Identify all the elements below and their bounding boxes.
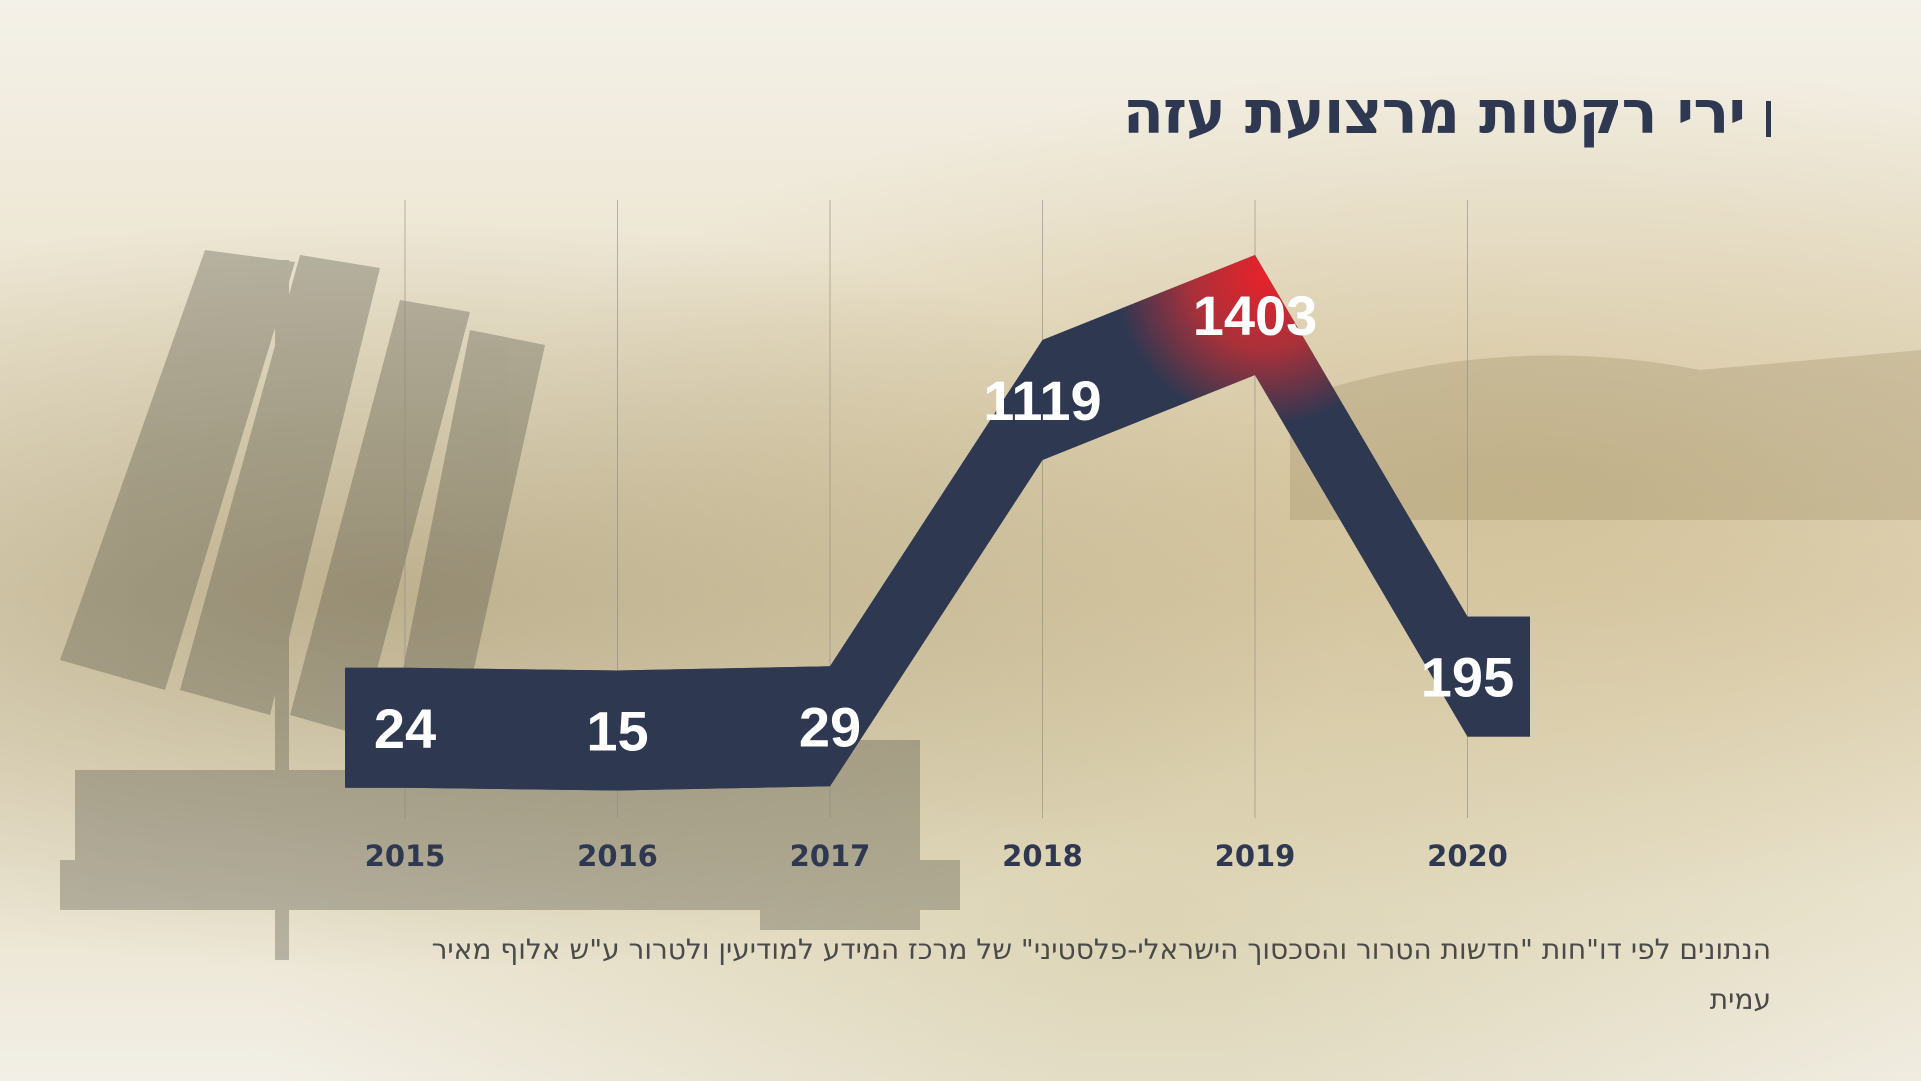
value-label-2016: 15 [586, 700, 648, 763]
chart-title: ירי רקטות מרצועת עזה [1122, 78, 1746, 148]
title-accent-bar [1766, 101, 1771, 137]
year-label-2015: 2015 [365, 839, 446, 873]
value-label-2020: 195 [1421, 646, 1514, 709]
line-ribbon-highlight [345, 255, 1530, 791]
year-label-2020: 2020 [1427, 839, 1508, 873]
year-label-2017: 2017 [790, 839, 871, 873]
year-label-2018: 2018 [1002, 839, 1083, 873]
value-label-2015: 24 [374, 697, 436, 760]
data-labels: 24 15 29 1119 1403 195 [374, 284, 1514, 763]
x-axis-labels: 2015 2016 2017 2018 2019 2020 [365, 839, 1508, 873]
value-label-2018: 1119 [983, 369, 1101, 432]
source-note: הנתונים לפי דו"חות "חדשות הטרור והסכסוך … [431, 933, 1771, 1016]
value-label-2017: 29 [799, 695, 861, 758]
year-label-2016: 2016 [577, 839, 658, 873]
year-label-2019: 2019 [1215, 839, 1296, 873]
value-label-2019: 1403 [1193, 284, 1318, 347]
